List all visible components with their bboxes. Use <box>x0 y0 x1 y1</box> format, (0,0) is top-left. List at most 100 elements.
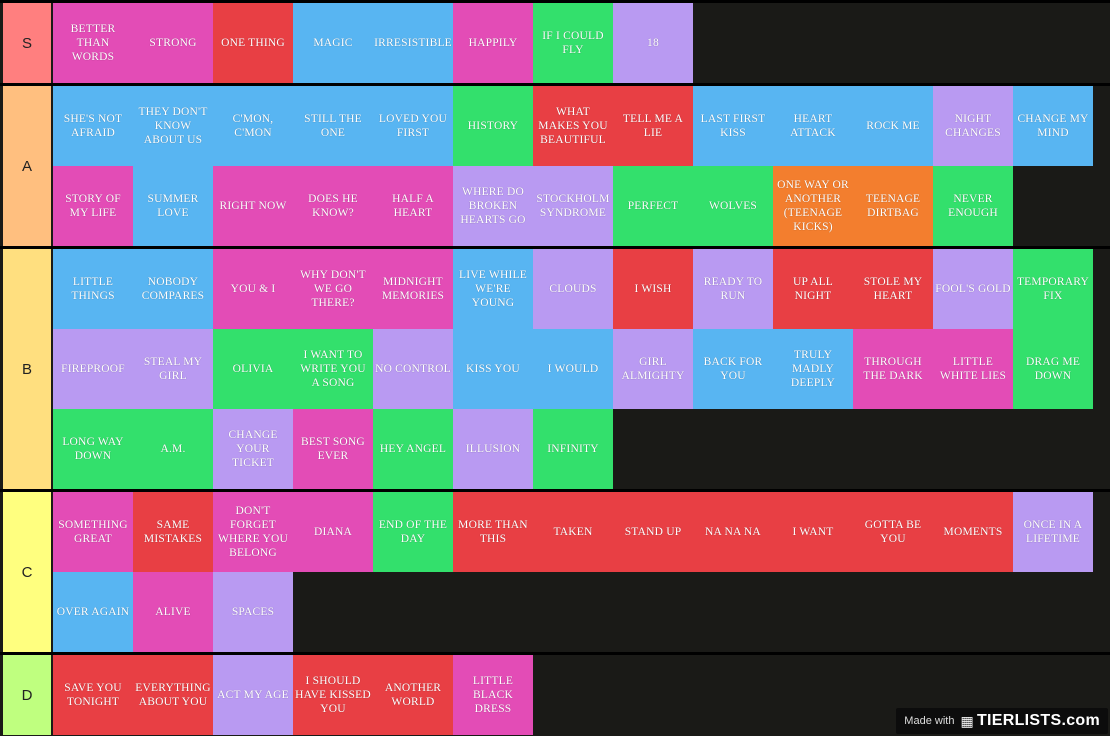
song-tile[interactable]: IF I COULD FLY <box>533 3 613 83</box>
song-tile[interactable]: SOMETHING GREAT <box>53 492 133 572</box>
song-tile[interactable]: WHAT MAKES YOU BEAUTIFUL <box>533 86 613 166</box>
song-tile[interactable]: ONE THING <box>213 3 293 83</box>
song-tile[interactable]: ONCE IN A LIFETIME <box>1013 492 1093 572</box>
song-tile[interactable]: I WANT TO WRITE YOU A SONG <box>293 329 373 409</box>
song-tile[interactable]: LIVE WHILE WE'RE YOUNG <box>453 249 533 329</box>
song-tile[interactable]: PERFECT <box>613 166 693 246</box>
song-tile[interactable]: MORE THAN THIS <box>453 492 533 572</box>
song-tile[interactable]: STEAL MY GIRL <box>133 329 213 409</box>
song-tile[interactable]: DRAG ME DOWN <box>1013 329 1093 409</box>
song-tile[interactable]: MOMENTS <box>933 492 1013 572</box>
song-tile[interactable]: TEENAGE DIRTBAG <box>853 166 933 246</box>
song-tile[interactable]: MIDNIGHT MEMORIES <box>373 249 453 329</box>
song-tile[interactable]: ALIVE <box>133 572 213 652</box>
song-tile[interactable]: WHERE DO BROKEN HEARTS GO <box>453 166 533 246</box>
song-tile[interactable]: A.M. <box>133 409 213 489</box>
song-tile[interactable]: STOCKHOLM SYNDROME <box>533 166 613 246</box>
song-tile[interactable]: NO CONTROL <box>373 329 453 409</box>
song-tile[interactable]: GIRL ALMIGHTY <box>613 329 693 409</box>
song-tile[interactable]: ONE WAY OR ANOTHER (TEENAGE KICKS) <box>773 166 853 246</box>
song-tile[interactable]: INFINITY <box>533 409 613 489</box>
made-with-badge[interactable]: Made with ▦ TIERLISTS.com <box>896 708 1108 734</box>
tier-label-s[interactable]: S <box>3 3 51 83</box>
song-tile[interactable]: TELL ME A LIE <box>613 86 693 166</box>
tier-items-c: SOMETHING GREAT SAME MISTAKES DON'T FORGET… <box>53 492 1110 652</box>
tier-label-c[interactable]: C <box>3 492 51 652</box>
song-tile[interactable]: NEVER ENOUGH <box>933 166 1013 246</box>
song-tile[interactable]: READY TO RUN <box>693 249 773 329</box>
song-tile[interactable]: EVERYTHING ABOUT YOU <box>133 655 213 735</box>
song-tile[interactable]: HAPPILY <box>453 3 533 83</box>
song-tile[interactable]: I WISH <box>613 249 693 329</box>
song-tile[interactable]: THROUGH THE DARK <box>853 329 933 409</box>
tierlists-logo: ▦ TIERLISTS.com <box>960 712 1100 730</box>
song-tile[interactable]: TAKEN <box>533 492 613 572</box>
song-tile[interactable]: FOOL'S GOLD <box>933 249 1013 329</box>
song-tile[interactable]: ROCK ME <box>853 86 933 166</box>
song-tile[interactable]: LONG WAY DOWN <box>53 409 133 489</box>
song-tile[interactable]: YOU & I <box>213 249 293 329</box>
song-tile[interactable]: THEY DON'T KNOW ABOUT US <box>133 86 213 166</box>
song-tile[interactable]: RIGHT NOW <box>213 166 293 246</box>
song-tile[interactable]: TEMPORARY FIX <box>1013 249 1093 329</box>
song-tile[interactable]: I SHOULD HAVE KISSED YOU <box>293 655 373 735</box>
tier-label-d[interactable]: D <box>3 655 51 735</box>
song-tile[interactable]: GOTTA BE YOU <box>853 492 933 572</box>
song-tile[interactable]: DON'T FORGET WHERE YOU BELONG <box>213 492 293 572</box>
song-tile[interactable]: SUMMER LOVE <box>133 166 213 246</box>
song-tile[interactable]: LITTLE WHITE LIES <box>933 329 1013 409</box>
song-tile[interactable]: HEY ANGEL <box>373 409 453 489</box>
song-tile[interactable]: OVER AGAIN <box>53 572 133 652</box>
song-tile[interactable]: END OF THE DAY <box>373 492 453 572</box>
song-tile[interactable]: NIGHT CHANGES <box>933 86 1013 166</box>
song-tile[interactable]: BACK FOR YOU <box>693 329 773 409</box>
song-tile[interactable]: 18 <box>613 3 693 83</box>
song-tile[interactable]: DIANA <box>293 492 373 572</box>
tier-label-a[interactable]: A <box>3 86 51 246</box>
tier-row-c: C SOMETHING GREAT SAME MISTAKES DON'T FORGE… <box>0 489 1110 652</box>
song-tile[interactable]: DOES HE KNOW? <box>293 166 373 246</box>
song-tile[interactable]: LITTLE BLACK DRESS <box>453 655 533 735</box>
song-tile[interactable]: IRRESISTIBLE <box>373 3 453 83</box>
song-tile[interactable]: SAVE YOU TONIGHT <box>53 655 133 735</box>
song-tile[interactable]: OLIVIA <box>213 329 293 409</box>
song-tile[interactable]: HALF A HEART <box>373 166 453 246</box>
song-tile[interactable]: STORY OF MY LIFE <box>53 166 133 246</box>
song-tile[interactable]: STILL THE ONE <box>293 86 373 166</box>
song-tile[interactable]: STAND UP <box>613 492 693 572</box>
song-tile[interactable]: STOLE MY HEART <box>853 249 933 329</box>
song-tile[interactable]: WHY DON'T WE GO THERE? <box>293 249 373 329</box>
song-tile[interactable]: FIREPROOF <box>53 329 133 409</box>
song-tile[interactable]: TRULY MADLY DEEPLY <box>773 329 853 409</box>
tier-items-b: LITTLE THINGS NOBODY COMPARES YOU & I WHY D… <box>53 249 1110 489</box>
song-tile[interactable]: BETTER THAN WORDS <box>53 3 133 83</box>
song-tile[interactable]: STRONG <box>133 3 213 83</box>
song-tile[interactable]: BEST SONG EVER <box>293 409 373 489</box>
song-tile[interactable]: LITTLE THINGS <box>53 249 133 329</box>
song-tile[interactable]: ACT MY AGE <box>213 655 293 735</box>
song-tile[interactable]: HEART ATTACK <box>773 86 853 166</box>
song-tile[interactable]: KISS YOU <box>453 329 533 409</box>
song-tile[interactable]: LOVED YOU FIRST <box>373 86 453 166</box>
song-tile[interactable]: MAGIC <box>293 3 373 83</box>
song-tile[interactable]: I WOULD <box>533 329 613 409</box>
song-tile[interactable]: CHANGE YOUR TICKET <box>213 409 293 489</box>
song-tile[interactable]: SHE'S NOT AFRAID <box>53 86 133 166</box>
song-tile[interactable]: I WANT <box>773 492 853 572</box>
song-tile[interactable]: UP ALL NIGHT <box>773 249 853 329</box>
song-tile[interactable]: SPACES <box>213 572 293 652</box>
song-tile[interactable]: SAME MISTAKES <box>133 492 213 572</box>
song-tile[interactable]: CLOUDS <box>533 249 613 329</box>
tier-row-a: A SHE'S NOT AFRAID THEY DON'T KNOW ABOUT U… <box>0 83 1110 246</box>
song-tile[interactable]: NA NA NA <box>693 492 773 572</box>
song-tile[interactable]: WOLVES <box>693 166 773 246</box>
tierlists-logo-icon: ▦ <box>960 712 974 729</box>
tier-label-b[interactable]: B <box>3 249 51 489</box>
song-tile[interactable]: HISTORY <box>453 86 533 166</box>
song-tile[interactable]: C'MON, C'MON <box>213 86 293 166</box>
song-tile[interactable]: LAST FIRST KISS <box>693 86 773 166</box>
song-tile[interactable]: ILLUSION <box>453 409 533 489</box>
song-tile[interactable]: ANOTHER WORLD <box>373 655 453 735</box>
song-tile[interactable]: CHANGE MY MIND <box>1013 86 1093 166</box>
song-tile[interactable]: NOBODY COMPARES <box>133 249 213 329</box>
